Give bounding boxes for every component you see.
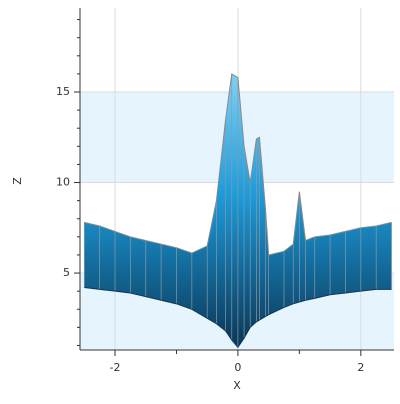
surface-edge [84,73,392,256]
y-axis-label: Z [11,177,24,185]
y-tick-label: 15 [56,85,70,98]
x-tick-label: 2 [357,361,364,374]
x-axis-label: X [233,379,241,392]
surface-edge [84,287,392,349]
y-tick-label: 5 [63,266,70,279]
y-tick-label: 10 [56,176,70,189]
x-tick-label: 0 [234,361,241,374]
x-tick-label: -2 [110,361,121,374]
